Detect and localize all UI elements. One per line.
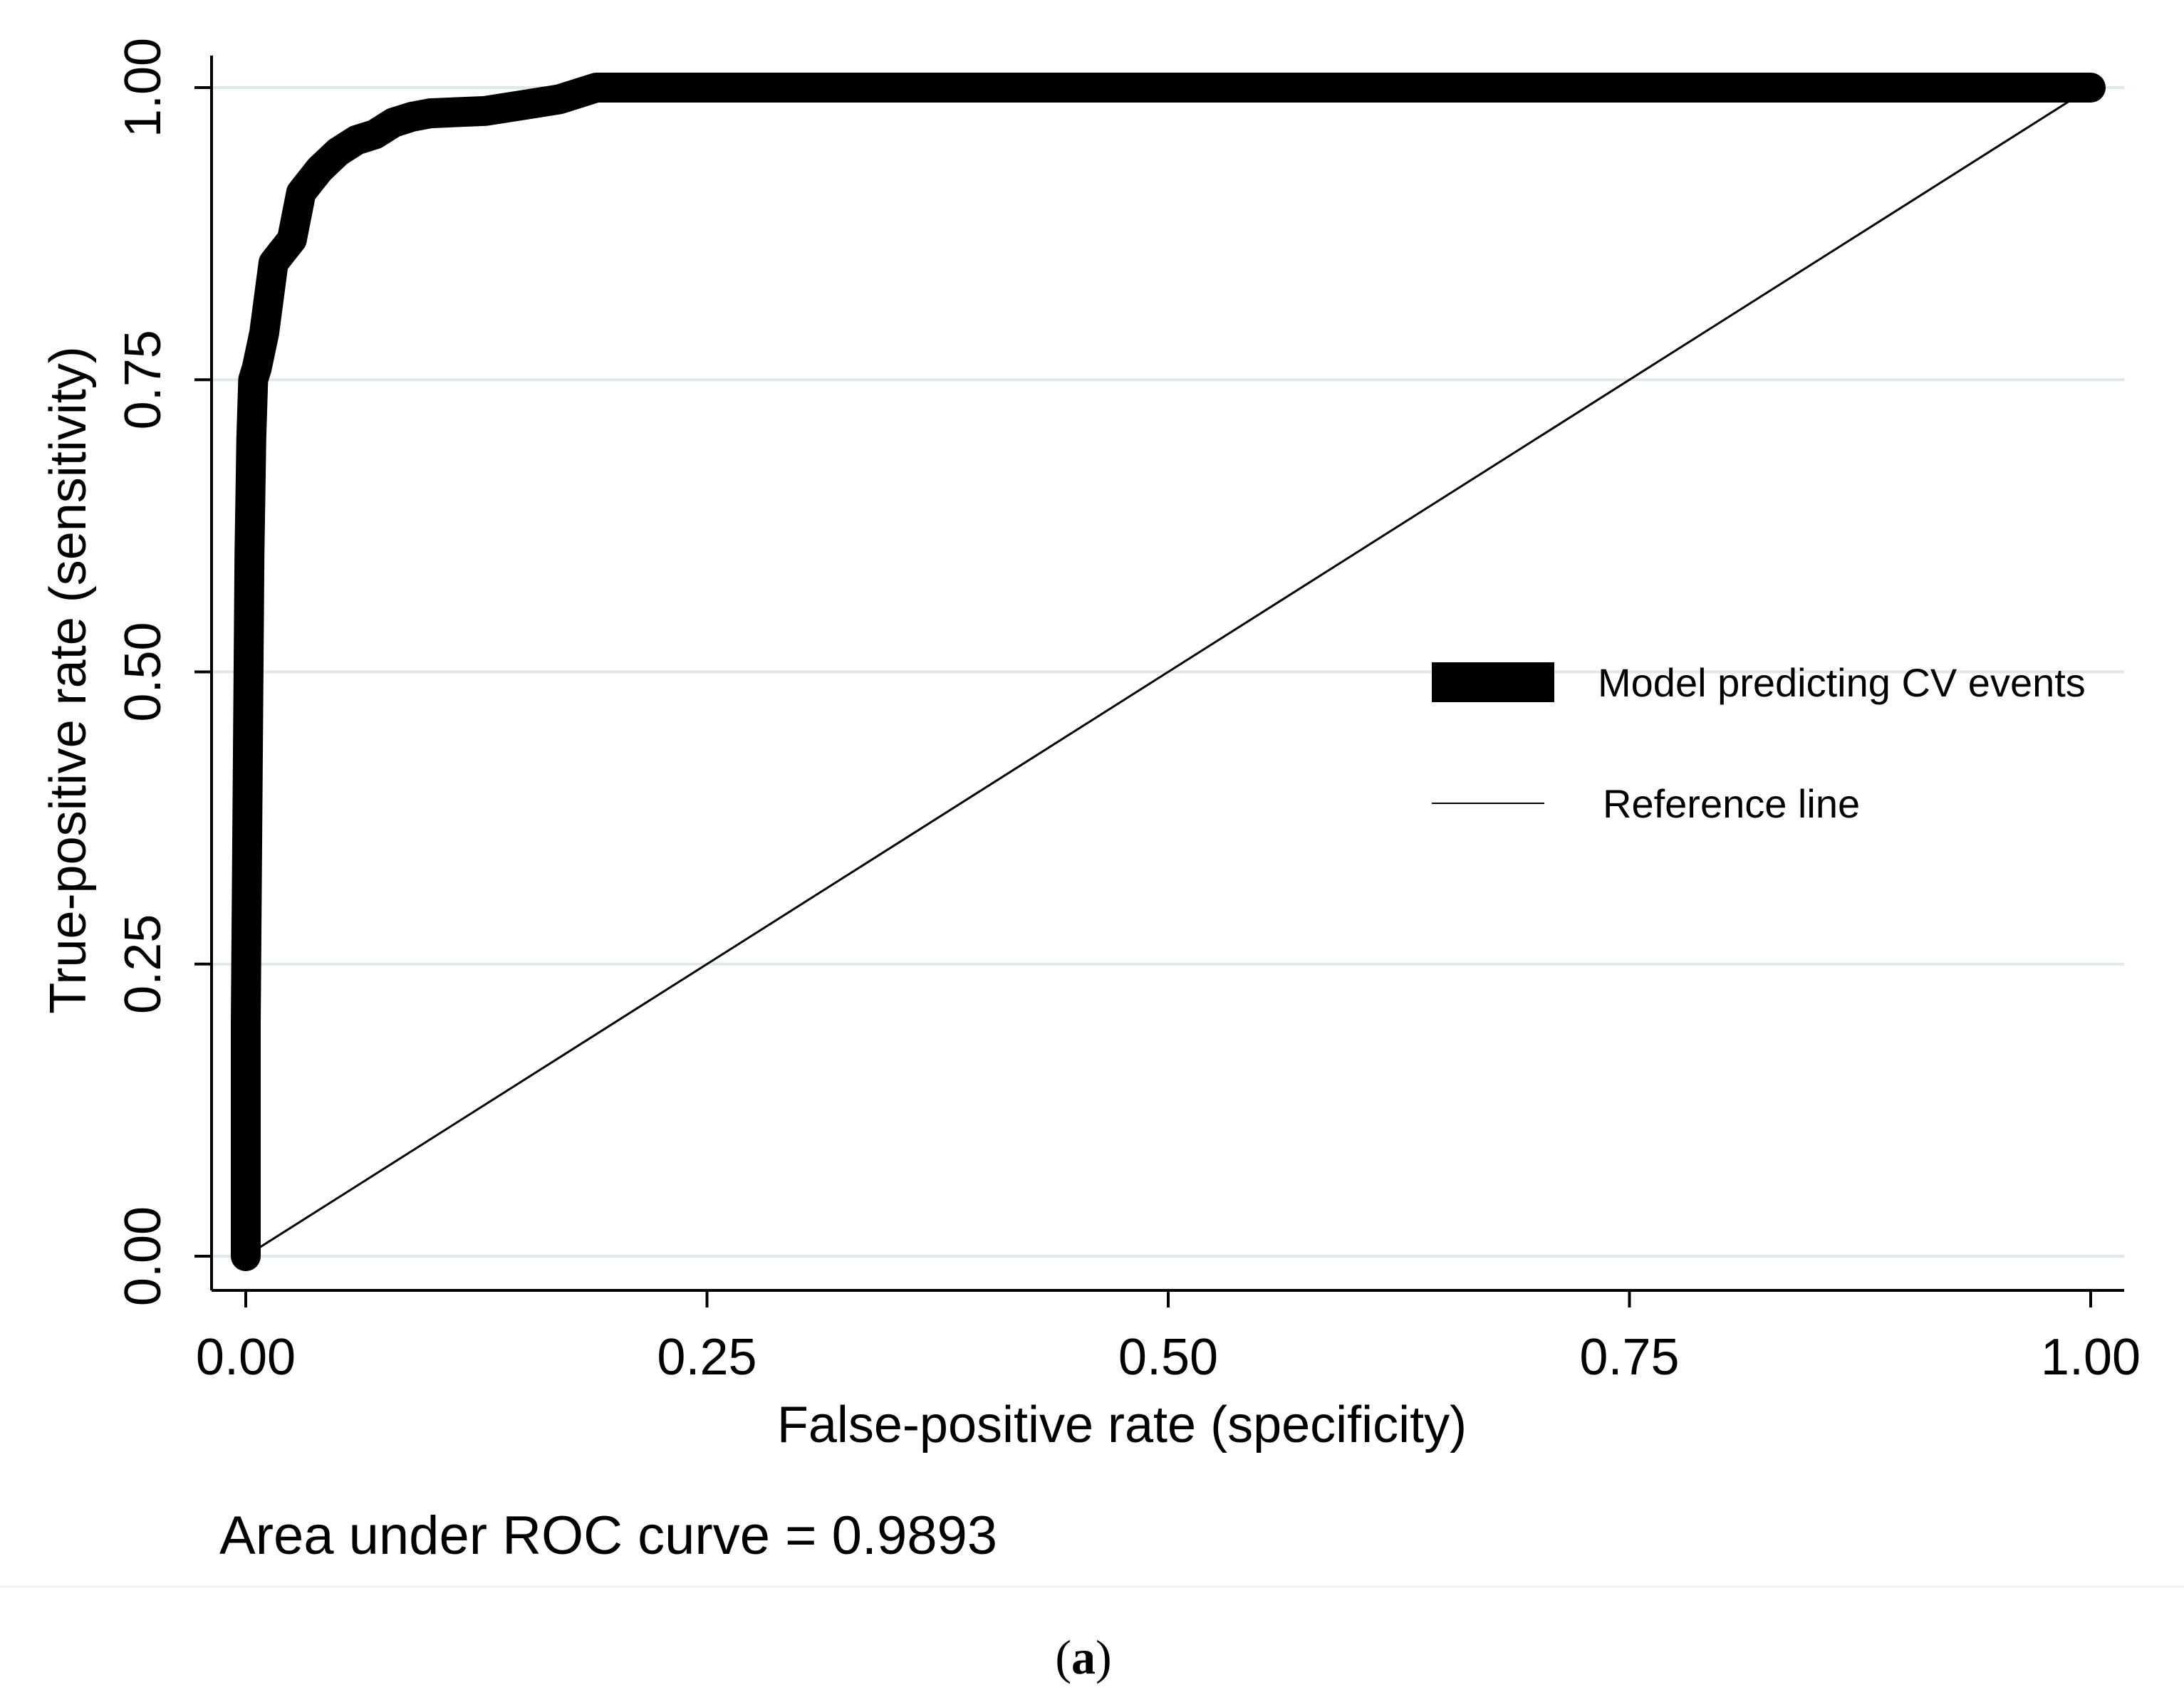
y-tick-label: 0.75 bbox=[115, 330, 172, 429]
x-tick-label: 0.00 bbox=[196, 1329, 296, 1386]
figure-caption: (a) bbox=[1055, 1630, 1111, 1684]
x-tick-label: 0.50 bbox=[1118, 1329, 1218, 1386]
x-tick-label: 1.00 bbox=[2041, 1329, 2141, 1386]
caption-close-paren: ) bbox=[1096, 1630, 1112, 1684]
roc-curve-line bbox=[231, 73, 2106, 1271]
auc-annotation: Area under ROC curve = 0.9893 bbox=[219, 1505, 997, 1566]
y-tick-label: 1.00 bbox=[115, 38, 172, 137]
legend-label: Model predicting CV events bbox=[1598, 660, 2086, 705]
series bbox=[231, 73, 2106, 1271]
x-tick-label: 0.75 bbox=[1579, 1329, 1679, 1386]
x-axis-title: False-positive rate (specificity) bbox=[777, 1396, 1467, 1453]
reference-line bbox=[244, 86, 2092, 1258]
y-tick-label: 0.50 bbox=[115, 622, 172, 721]
caption-letter: a bbox=[1071, 1630, 1096, 1684]
legend: Model predicting CV events Reference line bbox=[1432, 660, 2086, 826]
y-tick-label: 0.25 bbox=[115, 914, 172, 1014]
legend-label: Reference line bbox=[1603, 781, 1860, 826]
y-tick-label: 0.00 bbox=[115, 1206, 172, 1306]
caption-open-paren: ( bbox=[1055, 1630, 1071, 1684]
y-tick-labels: 0.00 0.25 0.50 0.75 1.00 bbox=[115, 38, 212, 1306]
legend-swatch-model bbox=[1432, 662, 1554, 702]
y-axis-title: True-positive rate (sensitivity) bbox=[40, 346, 97, 1014]
x-tick-label: 0.25 bbox=[657, 1329, 756, 1386]
x-tick-labels: 0.00 0.25 0.50 0.75 1.00 bbox=[196, 1290, 2141, 1386]
